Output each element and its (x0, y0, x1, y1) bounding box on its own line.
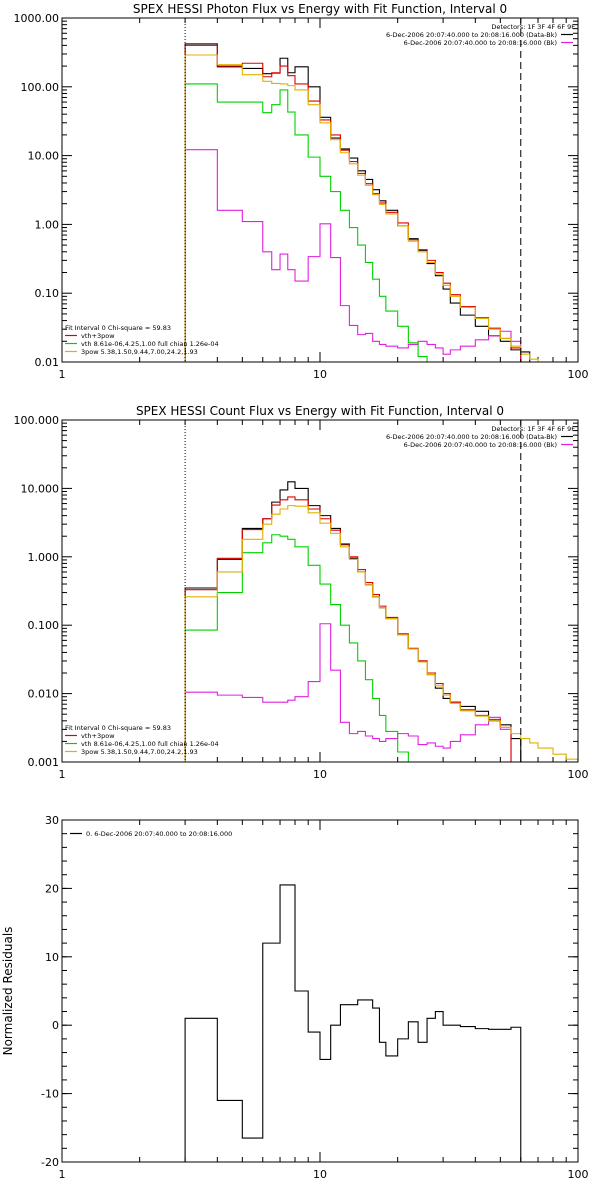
y-tick-label: 30 (45, 814, 59, 827)
x-tick-label: 10 (313, 368, 327, 381)
y-tick-label: 10 (45, 951, 59, 964)
y-tick-label: 20 (45, 882, 59, 895)
legend-label: Detectors: 1F 3F 4F 6F 9F (491, 425, 575, 433)
y-tick-label: 10.00 (28, 150, 60, 163)
x-tick-label: 1 (59, 1168, 66, 1181)
legend-label: 3pow 5.38,1.50,9.44,7.00,24.2,1.93 (81, 748, 198, 756)
y-axis-label: Normalized Residuals (1, 927, 15, 1056)
legend-label: 3pow 5.38,1.50,9.44,7.00,24.2,1.93 (81, 348, 198, 356)
x-tick-label: 100 (568, 768, 589, 781)
legend-label: Detectors: 1F 3F 4F 6F 9F (491, 23, 575, 31)
legend-label: Fit Interval 0 Chi-square = 59.83 (65, 324, 171, 332)
y-tick-label: -20 (41, 1156, 59, 1169)
series-line-3 (184, 534, 409, 762)
y-tick-label: 0.01 (35, 356, 60, 369)
series-line-1 (184, 43, 531, 362)
x-tick-label: 1 (59, 368, 66, 381)
legend-label: vth 8.61e-06,4.25,1.00 full chian 1.26e-… (81, 740, 219, 748)
legend-label: 0. 6-Dec-2006 20:07:40.000 to 20:08:16.0… (86, 830, 232, 838)
x-tick-label: 1 (59, 768, 66, 781)
plot-frame (61, 17, 579, 363)
legend-label: 6-Dec-2006 20:07:40.000 to 20:08:16.000 … (386, 433, 557, 441)
y-tick-label: 0 (52, 1019, 59, 1032)
series-line-1 (184, 884, 522, 1162)
legend-label: 6-Dec-2006 20:07:40.000 to 20:08:16.000 … (386, 31, 557, 39)
legend-label: vth+3pow (81, 332, 115, 340)
y-tick-label: 1.000 (28, 551, 60, 564)
y-tick-label: 100.000 (14, 414, 60, 427)
y-tick-label: -10 (41, 1088, 59, 1101)
y-tick-label: 0.001 (28, 756, 60, 769)
y-tick-label: 1.00 (35, 218, 60, 231)
x-tick-label: 100 (568, 1168, 589, 1181)
legend-label: 6-Dec-2006 20:07:40.000 to 20:08:16.000 … (404, 39, 557, 47)
chart-panel-3: Normalized Residuals 1 10 100 -20 -10 0 10 20 30 0… (1, 814, 589, 1181)
y-tick-label: 0.10 (35, 287, 60, 300)
plot-frame (61, 419, 579, 763)
y-tick-label: 100.00 (21, 81, 60, 94)
x-tick-label: 100 (568, 368, 589, 381)
legend-label: 6-Dec-2006 20:07:40.000 to 20:08:16.000 … (404, 441, 557, 449)
series-line-4 (184, 44, 522, 362)
chart-title: SPEX HESSI Photon Flux vs Energy with Fi… (133, 2, 507, 16)
series-line-4 (184, 496, 512, 762)
y-tick-label: 10.000 (21, 482, 60, 495)
y-tick-label: 0.100 (28, 619, 60, 632)
x-tick-label: 10 (313, 1168, 327, 1181)
y-tick-label: 1000.00 (14, 12, 60, 25)
legend-label: Fit Interval 0 Chi-square = 59.83 (65, 724, 171, 732)
chart-panel-1: SPEX HESSI Photon Flux vs Energy with Fi… (14, 2, 589, 381)
chart-panel-2: SPEX HESSI Count Flux vs Energy with Fit… (14, 404, 589, 781)
chart-title: SPEX HESSI Count Flux vs Energy with Fit… (136, 404, 504, 418)
series-line-5 (184, 505, 578, 762)
x-tick-label: 10 (313, 768, 327, 781)
plot-frame (61, 819, 579, 1163)
series-line-2 (184, 623, 512, 762)
y-tick-label: 0.010 (28, 688, 60, 701)
legend-label: vth+3pow (81, 732, 115, 740)
series-line-2 (184, 149, 522, 362)
series-line-5 (184, 54, 553, 362)
legend-label: vth 8.61e-06,4.25,1.00 full chian 1.26e-… (81, 340, 219, 348)
series-line-3 (184, 83, 436, 362)
series-line-1 (184, 481, 522, 762)
